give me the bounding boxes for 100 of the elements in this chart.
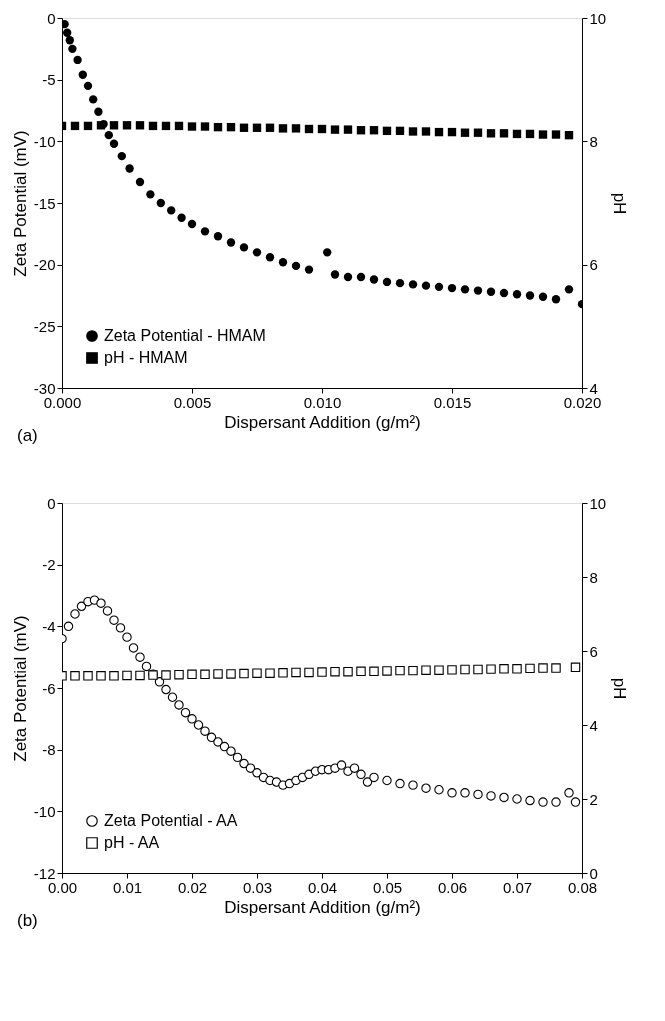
- point: [395, 126, 405, 136]
- point: [382, 666, 392, 676]
- point: [200, 669, 210, 680]
- point: [174, 121, 184, 131]
- point: [499, 129, 509, 138]
- point: [94, 107, 103, 116]
- point: [421, 127, 431, 136]
- legend-label: Zeta Potential - AA: [104, 812, 238, 829]
- point: [525, 291, 535, 300]
- point: [382, 277, 392, 287]
- point: [161, 121, 171, 131]
- point: [156, 198, 165, 208]
- point: [213, 232, 223, 241]
- point: [63, 28, 72, 37]
- point: [73, 55, 82, 65]
- point: [408, 280, 418, 289]
- point: [239, 668, 249, 679]
- y2-tick-label: 4: [589, 716, 598, 734]
- point: [486, 664, 496, 674]
- point: [447, 665, 457, 675]
- point: [369, 275, 379, 284]
- y-axis-title: Zeta Potential (mV): [10, 130, 30, 277]
- point: [109, 671, 119, 681]
- point: [252, 123, 262, 132]
- point: [187, 669, 197, 680]
- point: [213, 669, 223, 679]
- point: [83, 121, 93, 131]
- x-tick-label: 0.010: [303, 393, 342, 411]
- point: [291, 667, 301, 678]
- point: [278, 124, 288, 133]
- y2-tick-label: 2: [589, 790, 598, 808]
- point: [564, 285, 574, 294]
- point: [96, 671, 106, 681]
- point: [369, 666, 379, 677]
- point: [382, 126, 392, 136]
- y2-tick-label: 10: [589, 9, 607, 27]
- point: [213, 122, 223, 132]
- point: [486, 129, 496, 138]
- point: [369, 126, 379, 135]
- y2-tick-label: 6: [589, 642, 598, 660]
- point: [512, 290, 522, 299]
- point: [538, 292, 548, 301]
- legend-label: pH - HMAM: [104, 349, 188, 366]
- point: [200, 122, 210, 131]
- y-tick-label: -8: [42, 741, 56, 759]
- point: [146, 190, 155, 199]
- point: [343, 666, 353, 677]
- point: [187, 219, 197, 229]
- y-tick-label: -10: [33, 132, 56, 150]
- y-tick-label: -6: [42, 679, 56, 697]
- point: [525, 663, 535, 674]
- point: [278, 258, 288, 267]
- point: [83, 81, 93, 91]
- y-tick-label: -5: [42, 71, 56, 89]
- point: [135, 121, 145, 130]
- point: [473, 286, 483, 295]
- point: [68, 44, 77, 54]
- y-tick-label: 0: [47, 9, 56, 27]
- point: [265, 123, 275, 132]
- point: [551, 295, 561, 304]
- y2-tick-label: 6: [589, 256, 598, 274]
- point: [304, 265, 314, 274]
- point: [148, 121, 158, 131]
- point: [570, 662, 581, 673]
- point: [70, 671, 80, 681]
- point: [161, 670, 171, 680]
- point: [460, 664, 470, 675]
- point: [252, 668, 262, 678]
- legend-label: pH - AA: [104, 834, 160, 851]
- point: [499, 288, 509, 298]
- point: [421, 665, 431, 675]
- point: [395, 665, 405, 676]
- point: [109, 139, 119, 148]
- x-axis-title: Dispersant Addition (g/m²): [224, 897, 421, 917]
- point: [447, 127, 457, 137]
- point: [330, 270, 340, 279]
- point: [395, 278, 405, 288]
- point: [117, 151, 126, 161]
- point: [135, 177, 145, 187]
- point: [125, 164, 134, 173]
- point: [330, 125, 340, 134]
- point: [499, 664, 509, 674]
- text: (b): [17, 911, 38, 930]
- point: [265, 668, 275, 678]
- point: [291, 261, 301, 271]
- point: [70, 121, 80, 131]
- x-tick-label: 0.03: [242, 878, 273, 896]
- x-tick-label: 0.05: [372, 878, 403, 896]
- point: [167, 206, 176, 215]
- point: [460, 285, 470, 294]
- y-axis-title: Zeta Potential (mV): [10, 615, 30, 762]
- point: [122, 670, 132, 681]
- point: [434, 665, 444, 675]
- y-tick-label: -10: [33, 802, 56, 820]
- point: [174, 669, 184, 680]
- point: [122, 121, 132, 130]
- x-tick-label: 0.015: [433, 393, 472, 411]
- point: [304, 124, 314, 134]
- point: [473, 664, 483, 675]
- point: [434, 282, 444, 292]
